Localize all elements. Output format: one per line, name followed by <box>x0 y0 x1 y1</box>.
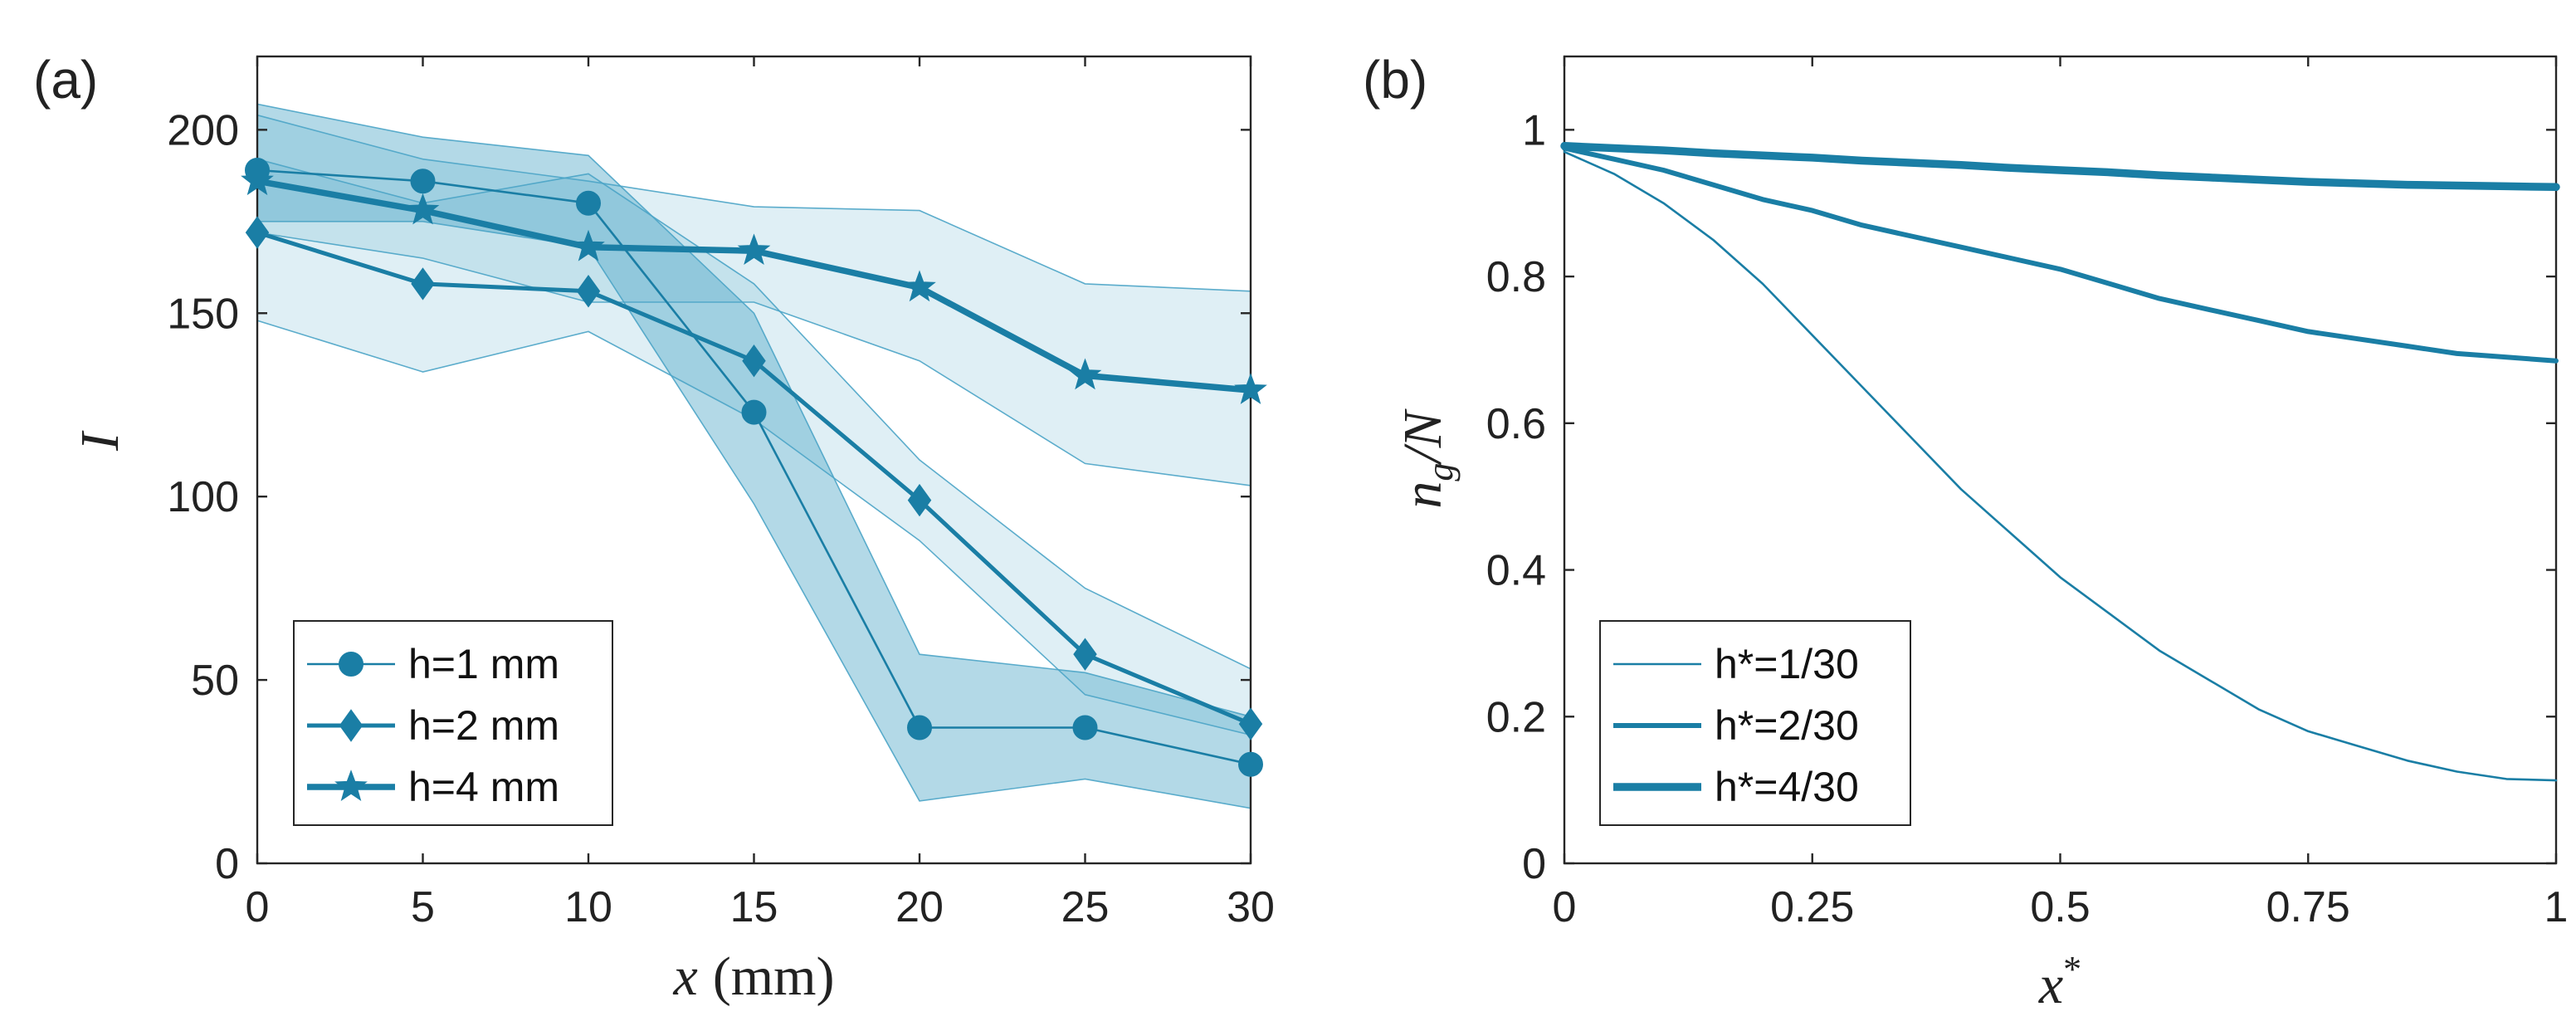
legend-marker-2 <box>339 709 363 742</box>
data-point-1 <box>1238 751 1263 777</box>
y-axis-label-n: n <box>1393 481 1453 509</box>
y-tick-label: 0.8 <box>1486 253 1546 301</box>
y-tick-label: 50 <box>191 657 239 705</box>
data-point-2 <box>742 345 766 378</box>
data-point-1 <box>907 715 932 740</box>
legend: h=1 mm h=2 mm h=4 mm <box>293 620 613 826</box>
x-tick-label: 5 <box>411 883 435 931</box>
x-axis-label-unit: (mm) <box>713 946 835 1007</box>
data-point-3 <box>572 229 605 261</box>
y-axis-label: I <box>70 430 130 452</box>
x-tick-label: 0 <box>1553 883 1577 931</box>
x-tick-label: 1 <box>2544 883 2569 931</box>
legend-label-1: h=1 mm <box>408 641 559 687</box>
legend-label-2: h*=2/30 <box>1715 702 1859 749</box>
x-axis-label: x* <box>2038 949 2081 1015</box>
x-tick-label: 0.25 <box>1770 883 1854 931</box>
x-tick-label: 20 <box>895 883 944 931</box>
data-point-3 <box>1234 373 1267 404</box>
data-point-2 <box>245 216 270 249</box>
y-axis-label-rest: /N <box>1393 408 1453 466</box>
y-tick-label: 0.2 <box>1486 693 1546 741</box>
y-tick-label: 0.4 <box>1486 547 1546 595</box>
x-tick-label: 0.75 <box>2266 883 2350 931</box>
x-axis-label: x (mm) <box>673 946 835 1007</box>
y-axis-label-sub: g <box>1420 463 1461 481</box>
data-point-2 <box>576 275 601 308</box>
x-tick-label: 0.5 <box>2030 883 2090 931</box>
data-point-1 <box>741 399 767 425</box>
legend-label-2: h=2 mm <box>408 702 559 749</box>
x-tick-label: 10 <box>564 883 612 931</box>
x-axis-label-var: x <box>2038 955 2063 1015</box>
data-point-3 <box>406 193 440 225</box>
panel-b: 0 0.25 0.5 0.75 1 0 0.2 0.4 0.6 0.8 1 (b) ng/N x* h*=1… <box>1363 50 2568 1015</box>
x-axis-label-sup: * <box>2063 949 2081 990</box>
data-point-2 <box>411 267 435 301</box>
y-axis-label: ng/N <box>1393 408 1461 508</box>
x-tick-label: 0 <box>246 883 270 931</box>
legend-marker-1 <box>339 652 363 677</box>
y-tick-label: 1 <box>1522 106 1546 154</box>
data-point-3 <box>1068 358 1102 390</box>
y-tick-label: 100 <box>167 473 239 521</box>
x-tick-label: 30 <box>1227 883 1275 931</box>
data-point-2 <box>1073 638 1097 671</box>
y-tick-label: 0.6 <box>1486 400 1546 448</box>
series-line-2 <box>1562 145 2559 364</box>
data-point-2 <box>1238 707 1263 740</box>
x-tick-label: 15 <box>730 883 778 931</box>
panel-label: (b) <box>1363 50 1427 110</box>
legend-label-1: h*=1/30 <box>1715 641 1859 687</box>
series-line-1 <box>1563 150 2558 782</box>
y-tick-label: 0 <box>1522 840 1546 888</box>
y-tick-label: 0 <box>215 840 239 888</box>
data-point-1 <box>576 190 601 216</box>
y-tick-label: 200 <box>167 106 239 154</box>
x-axis-label-var: x <box>673 946 698 1007</box>
y-tick-label: 150 <box>167 290 239 338</box>
data-point-3 <box>737 233 771 266</box>
legend: h*=1/30 h*=2/30 h*=4/30 <box>1599 620 1911 826</box>
legend-marker-3 <box>334 770 368 801</box>
x-tick-label: 25 <box>1061 883 1110 931</box>
data-point-2 <box>907 483 932 517</box>
data-point-1 <box>410 169 436 194</box>
series-line-3 <box>1560 142 2560 192</box>
legend-label-3: h*=4/30 <box>1715 764 1859 810</box>
data-point-3 <box>241 164 274 196</box>
legend-label-3: h=4 mm <box>408 764 559 810</box>
data-point-3 <box>903 270 936 302</box>
data-point-1 <box>1072 715 1098 740</box>
panel-label: (a) <box>33 50 98 110</box>
